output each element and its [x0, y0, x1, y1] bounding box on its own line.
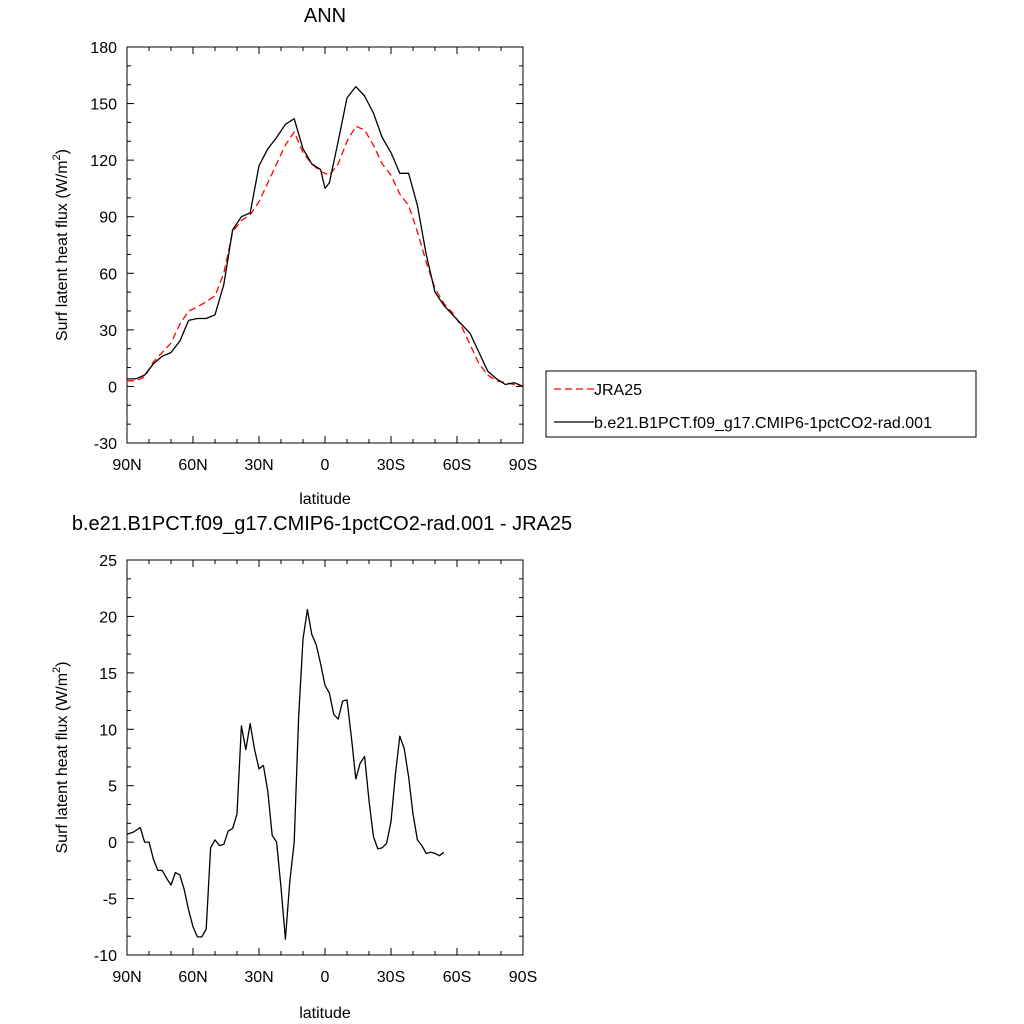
y-axis-label-main: Surf latent heat flux (W/m [54, 673, 71, 854]
y-tick-label: -30 [94, 436, 117, 453]
y-tick-label: 60 [99, 266, 117, 283]
y-axis-label-tail: ) [54, 149, 71, 154]
legend-label-2: b.e21.B1PCT.f09_g17.CMIP6-1pctCO2-rad.00… [594, 415, 932, 432]
y-tick-label: 5 [108, 779, 117, 796]
x-tick-label: 60N [178, 969, 207, 986]
series-line-1 [127, 125, 524, 388]
y-tick-label: 30 [99, 323, 117, 340]
x-tick-label: 60S [443, 457, 471, 474]
y-axis-label: Surf latent heat flux (W/m2) [51, 149, 71, 341]
legend-box [545, 370, 977, 438]
x-tick-label: 30N [244, 457, 273, 474]
y-tick-label: 150 [90, 97, 117, 114]
y-axis-label-superscript: 2 [51, 667, 63, 673]
y-tick-label: 15 [99, 666, 117, 683]
x-tick-label: 0 [321, 457, 330, 474]
plot-frame [126, 559, 524, 956]
x-tick-label: 90N [112, 969, 141, 986]
chart-panel-1: -30 0 30 60 90 120 150 180 90N 60N 30N 0 30S 60S 90S AN… [51, 5, 537, 508]
y-tick-label: 120 [90, 153, 117, 170]
x-axis-label: latitude [299, 491, 351, 508]
legend: JRA25 b.e21.B1PCT.f09_g17.CMIP6-1pctCO2-r… [545, 370, 977, 438]
chart-title: ANN [304, 5, 346, 27]
y-tick-label: 0 [108, 379, 117, 396]
x-tick-label: 60N [178, 457, 207, 474]
y-tick-label: -10 [94, 948, 117, 965]
x-tick-label: 90N [112, 457, 141, 474]
x-tick-label: 90S [509, 969, 537, 986]
x-tick-label: 90S [509, 457, 537, 474]
y-tick-label: 180 [90, 40, 117, 57]
series-line-1 [126, 609, 445, 940]
series-line-2 [127, 85, 524, 387]
x-axis-label: latitude [299, 1005, 351, 1022]
y-axis-label-main: Surf latent heat flux (W/m [54, 160, 71, 341]
x-tick-label: 0 [321, 969, 330, 986]
plot-frame [126, 46, 524, 444]
y-tick-label: 25 [99, 553, 117, 570]
chart-title: b.e21.B1PCT.f09_g17.CMIP6-1pctCO2-rad.00… [72, 513, 572, 535]
y-tick-label: 10 [99, 722, 117, 739]
y-axis-label: Surf latent heat flux (W/m2) [51, 662, 71, 854]
y-axis-label-tail: ) [54, 662, 71, 667]
y-tick-label: 20 [99, 609, 117, 626]
x-tick-label: 30S [377, 969, 405, 986]
y-tick-label: 90 [99, 210, 117, 227]
y-tick-label: -5 [103, 892, 117, 909]
x-tick-label: 30S [377, 457, 405, 474]
x-tick-label: 30N [244, 969, 273, 986]
chart-panel-2: -10 -5 0 5 10 15 20 25 90N 60N 30N 0 30S 60S 90S b.e21.… [51, 513, 572, 1022]
y-axis-label-superscript: 2 [51, 154, 63, 160]
y-tick-label: 0 [108, 835, 117, 852]
legend-label-1: JRA25 [594, 382, 642, 399]
x-tick-label: 60S [443, 969, 471, 986]
